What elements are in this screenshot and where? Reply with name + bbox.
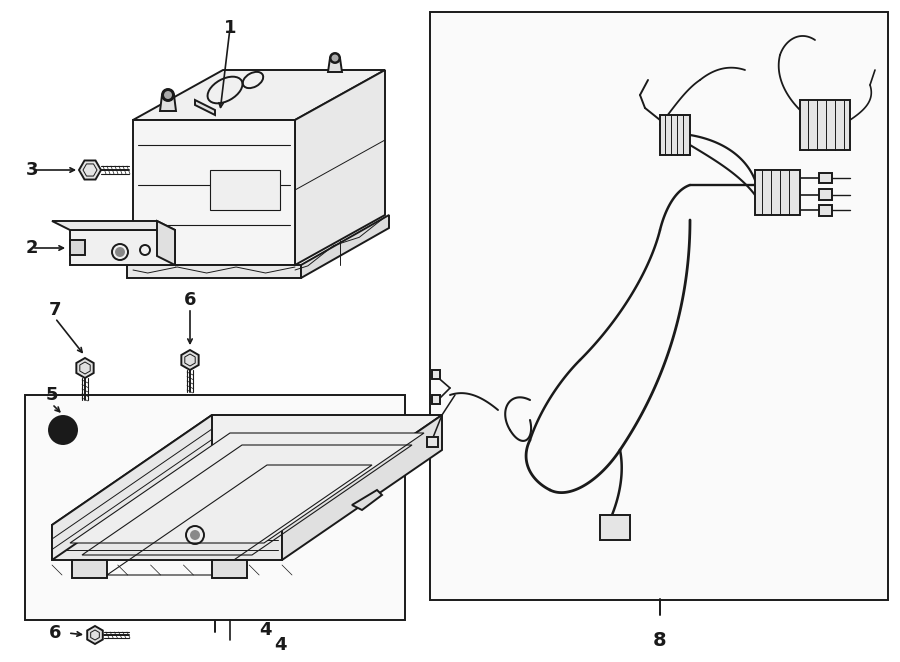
Polygon shape bbox=[301, 215, 389, 278]
Polygon shape bbox=[210, 170, 280, 210]
Polygon shape bbox=[160, 95, 176, 111]
Polygon shape bbox=[70, 433, 424, 543]
Polygon shape bbox=[195, 100, 215, 115]
Bar bbox=[430, 12, 888, 600]
Polygon shape bbox=[660, 115, 690, 155]
Circle shape bbox=[116, 248, 124, 256]
Circle shape bbox=[165, 92, 171, 98]
Polygon shape bbox=[295, 70, 385, 265]
Circle shape bbox=[332, 56, 338, 60]
Polygon shape bbox=[819, 173, 832, 183]
Polygon shape bbox=[76, 358, 94, 378]
Circle shape bbox=[191, 531, 199, 539]
Text: 8: 8 bbox=[653, 630, 667, 649]
Polygon shape bbox=[212, 560, 247, 578]
Polygon shape bbox=[127, 265, 301, 278]
Polygon shape bbox=[133, 70, 385, 120]
Text: 7: 7 bbox=[49, 301, 61, 319]
Polygon shape bbox=[819, 205, 832, 216]
Polygon shape bbox=[427, 437, 438, 447]
Text: 4: 4 bbox=[274, 636, 286, 654]
Text: 1: 1 bbox=[224, 19, 237, 37]
Polygon shape bbox=[819, 189, 832, 200]
Polygon shape bbox=[52, 415, 212, 560]
Polygon shape bbox=[755, 170, 800, 215]
Polygon shape bbox=[352, 490, 382, 510]
Polygon shape bbox=[282, 415, 442, 560]
Polygon shape bbox=[52, 221, 175, 230]
Circle shape bbox=[330, 53, 340, 63]
Text: 6: 6 bbox=[184, 291, 196, 309]
Circle shape bbox=[49, 416, 77, 444]
Circle shape bbox=[162, 89, 174, 101]
Polygon shape bbox=[79, 160, 101, 179]
Polygon shape bbox=[133, 120, 295, 265]
Polygon shape bbox=[181, 350, 199, 370]
Polygon shape bbox=[87, 626, 103, 644]
Polygon shape bbox=[52, 525, 282, 560]
Text: 2: 2 bbox=[26, 239, 39, 257]
Text: 6: 6 bbox=[49, 624, 61, 642]
Polygon shape bbox=[72, 560, 107, 578]
Polygon shape bbox=[52, 415, 442, 525]
Text: 3: 3 bbox=[26, 161, 39, 179]
Polygon shape bbox=[70, 230, 175, 265]
Text: 4: 4 bbox=[259, 621, 271, 639]
Polygon shape bbox=[432, 370, 440, 379]
Bar bbox=[25, 395, 405, 620]
Polygon shape bbox=[600, 515, 630, 540]
Polygon shape bbox=[432, 395, 440, 404]
Text: 5: 5 bbox=[46, 386, 58, 404]
Polygon shape bbox=[70, 240, 85, 255]
Polygon shape bbox=[800, 100, 850, 150]
Polygon shape bbox=[328, 58, 342, 72]
Polygon shape bbox=[157, 221, 175, 265]
